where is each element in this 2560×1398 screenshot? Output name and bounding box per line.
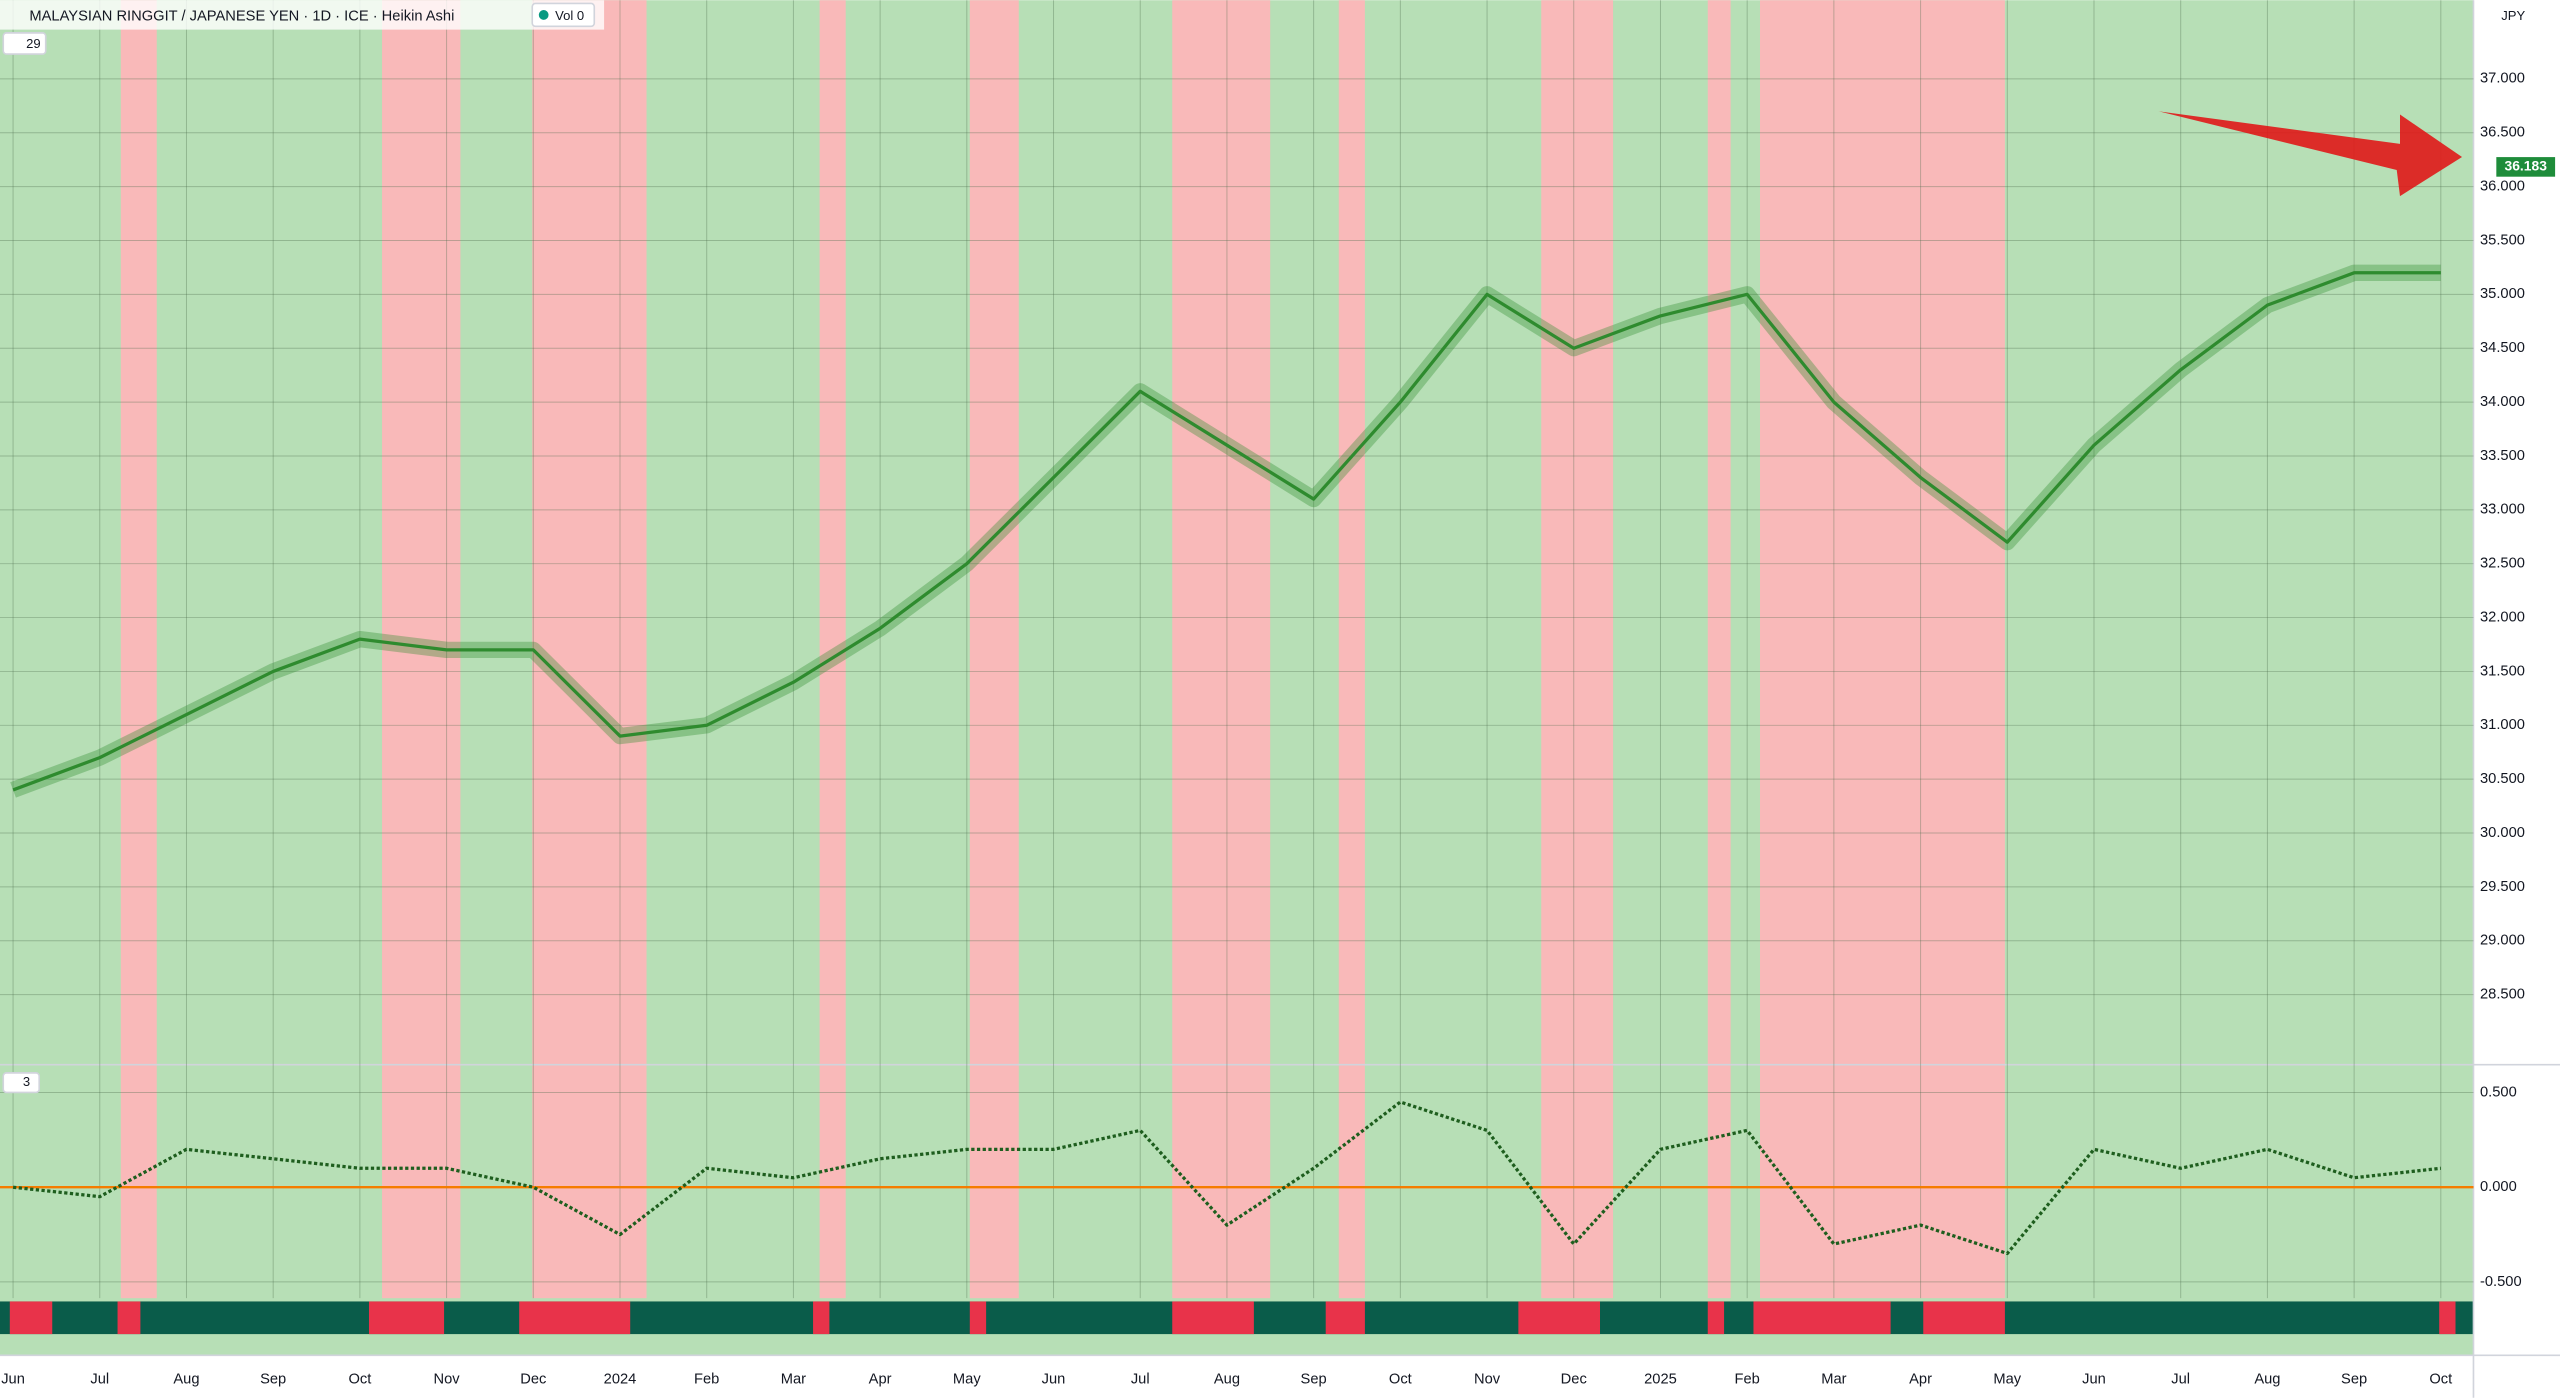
last-price-tag — [2496, 157, 2556, 177]
y-tick-label: 31.500 — [2480, 663, 2525, 679]
y-tick-label: 30.500 — [2480, 771, 2525, 787]
volume-label: Vol 0 — [555, 8, 584, 23]
y-tick-label: 35.000 — [2480, 286, 2525, 302]
y-tick-label: 36.000 — [2480, 178, 2525, 194]
y-tick-label: 29.500 — [2480, 879, 2525, 895]
x-tick-label: Aug — [2254, 1372, 2280, 1388]
x-tick-label: Apr — [869, 1372, 892, 1388]
volume-dot — [538, 10, 549, 20]
x-tick-label: Oct — [2429, 1372, 2452, 1388]
x-tick-label: Mar — [781, 1372, 806, 1388]
x-tick-label: May — [953, 1372, 981, 1388]
grid — [0, 0, 2474, 1299]
plot — [10, 264, 2441, 1256]
indicators-count: 29 — [26, 36, 41, 51]
x-tick-label: Jul — [90, 1372, 109, 1388]
x-tick-label: Jun — [1042, 1372, 1066, 1388]
y-tick-label: 32.000 — [2480, 609, 2525, 625]
arrow-annotation — [2158, 111, 2463, 197]
symbol-title: MALAYSIAN RINGGIT / JAPANESE YEN · 1D · … — [29, 8, 454, 24]
series-line — [12, 1100, 2441, 1256]
currency-label: JPY — [2501, 8, 2525, 23]
x-tick-label: Nov — [434, 1372, 461, 1388]
x-tick-label: Jul — [2171, 1372, 2190, 1388]
y-tick-label: 32.500 — [2480, 556, 2525, 572]
x-tick-label: Aug — [173, 1372, 199, 1388]
x-tick-label: 2025 — [1644, 1372, 1677, 1388]
x-tick-label: Dec — [520, 1372, 546, 1388]
x-tick-label: May — [1993, 1372, 2021, 1388]
y-tick-label: 30.000 — [2480, 825, 2525, 841]
x-tick-label: Dec — [1561, 1372, 1587, 1388]
y-tick-label: 29.000 — [2480, 933, 2525, 949]
y-tick-label: 0.500 — [2480, 1084, 2517, 1100]
x-tick-label: 2024 — [604, 1372, 637, 1388]
pane-count: 3 — [23, 1074, 30, 1089]
header-bg — [0, 0, 605, 30]
x-tick-label: Feb — [1735, 1372, 1760, 1388]
y-tick-label: -0.500 — [2480, 1274, 2522, 1290]
series-line — [12, 271, 2441, 792]
x-tick-label: Sep — [2341, 1372, 2367, 1388]
y-tick-label: 34.000 — [2480, 394, 2525, 410]
indicators-toggle[interactable] — [2, 32, 47, 55]
volume-badge[interactable] — [531, 2, 596, 28]
x-tick-label: Feb — [694, 1372, 719, 1388]
x-tick-label: Jul — [1131, 1372, 1150, 1388]
y-tick-label: 28.500 — [2480, 987, 2525, 1003]
pane-toggle[interactable] — [2, 1072, 40, 1094]
x-tick-label: Apr — [1909, 1372, 1932, 1388]
x-tick-label: Sep — [260, 1372, 286, 1388]
y-tick-label: 36.500 — [2480, 125, 2525, 141]
y-tick-label: 33.500 — [2480, 448, 2525, 464]
x-tick-label: Oct — [1389, 1372, 1412, 1388]
last-price-label: 36.183 — [2505, 158, 2548, 174]
x-tick-label: Jun — [2082, 1372, 2106, 1388]
x-tick-label: Mar — [1821, 1372, 1846, 1388]
x-tick-label: Aug — [1214, 1372, 1240, 1388]
y-tick-label: 35.500 — [2480, 232, 2525, 248]
y-tick-label: 31.000 — [2480, 717, 2525, 733]
y-tick-label: 34.500 — [2480, 340, 2525, 356]
y-tick-label: 37.000 — [2480, 71, 2525, 87]
x-tick-label: Sep — [1301, 1372, 1327, 1388]
y-tick-label: 0.000 — [2480, 1179, 2517, 1195]
x-tick-label: Nov — [1474, 1372, 1501, 1388]
x-tick-label: Oct — [348, 1372, 371, 1388]
y-tick-label: 33.000 — [2480, 502, 2525, 518]
x-tick-label: Jun — [1, 1372, 25, 1388]
